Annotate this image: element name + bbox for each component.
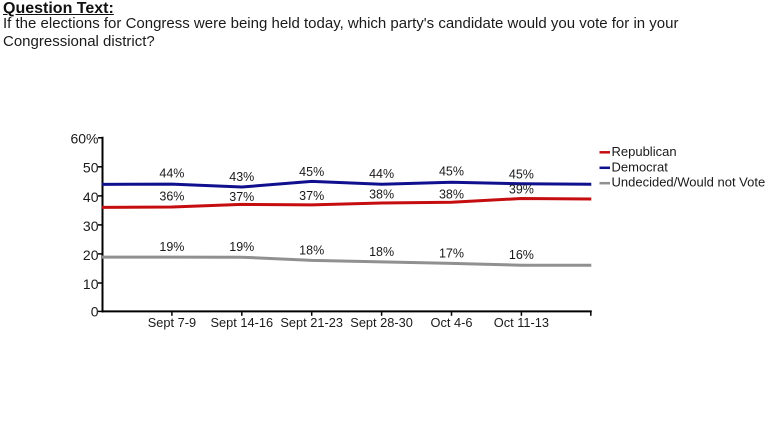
svg-text:44%: 44% (159, 167, 184, 181)
svg-text:60%: 60% (70, 131, 98, 147)
svg-text:Sept 14-16: Sept 14-16 (210, 315, 273, 330)
svg-text:Democrat: Democrat (612, 159, 669, 174)
svg-text:38%: 38% (439, 187, 464, 201)
svg-text:Oct 4-6: Oct 4-6 (431, 315, 473, 330)
svg-text:45%: 45% (509, 167, 534, 181)
svg-text:Sept 7-9: Sept 7-9 (148, 315, 196, 330)
svg-text:37%: 37% (229, 190, 254, 204)
svg-text:Sept 21-23: Sept 21-23 (280, 315, 343, 330)
svg-text:18%: 18% (299, 243, 324, 257)
svg-text:37%: 37% (299, 189, 324, 203)
svg-text:39%: 39% (509, 182, 534, 196)
svg-text:16%: 16% (509, 248, 534, 262)
svg-text:38%: 38% (369, 187, 394, 201)
svg-text:45%: 45% (299, 165, 324, 179)
svg-text:Oct 11-13: Oct 11-13 (494, 315, 549, 330)
svg-text:Republican: Republican (612, 144, 677, 159)
svg-text:17%: 17% (439, 246, 464, 260)
svg-text:Sept 28-30: Sept 28-30 (350, 315, 413, 330)
svg-text:19%: 19% (229, 240, 254, 254)
svg-text:19%: 19% (159, 240, 184, 254)
svg-text:43%: 43% (229, 170, 254, 184)
svg-text:20: 20 (83, 247, 99, 263)
svg-text:10: 10 (83, 276, 99, 292)
svg-text:0: 0 (91, 304, 99, 320)
svg-text:18%: 18% (369, 245, 394, 259)
svg-text:Undecided/Would not Vote: Undecided/Would not Vote (612, 175, 766, 190)
svg-text:36%: 36% (159, 190, 184, 204)
svg-text:45%: 45% (439, 164, 464, 178)
svg-text:50: 50 (83, 160, 99, 176)
svg-text:30: 30 (83, 218, 99, 234)
svg-text:40: 40 (83, 189, 99, 205)
svg-text:44%: 44% (369, 167, 394, 181)
